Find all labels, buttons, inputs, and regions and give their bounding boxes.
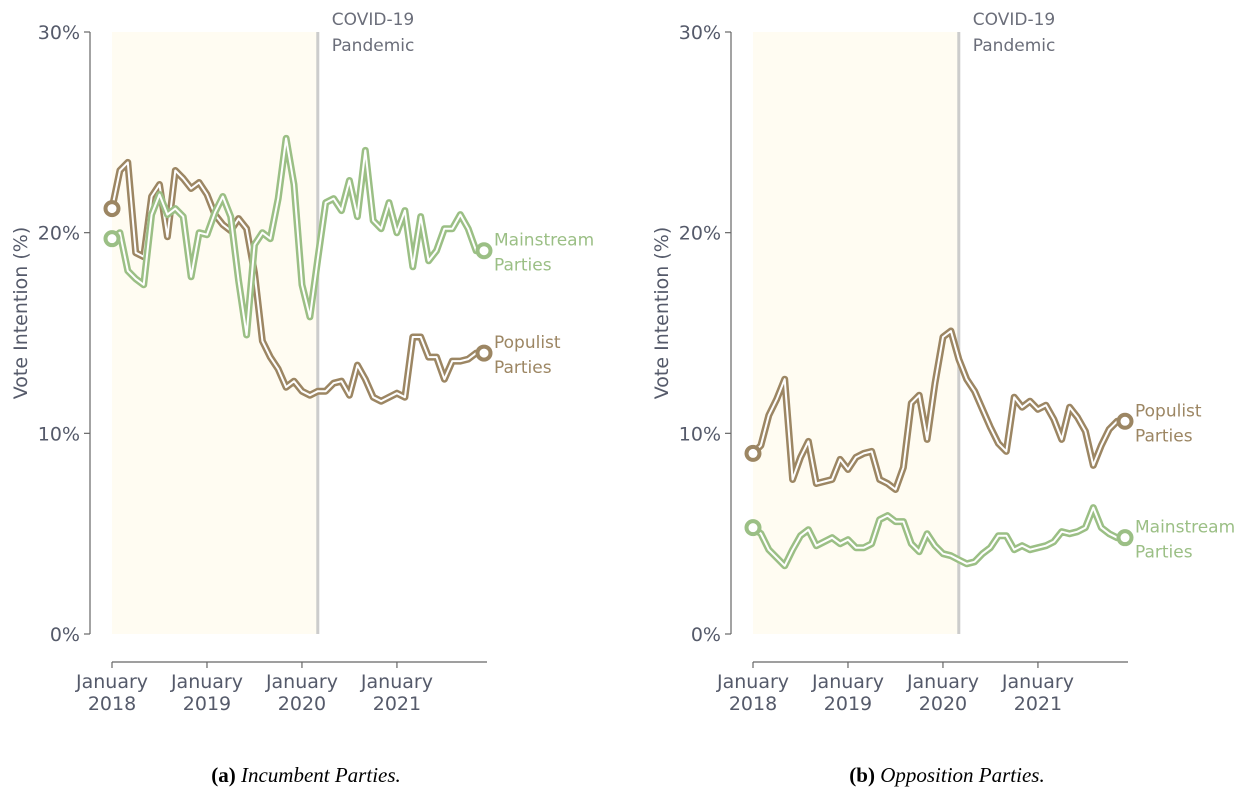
panel: COVID-19 Pandemic 0% 10% 20% 30% January 2018 Ja… — [10, 10, 594, 787]
y-tick-label: 10% — [38, 423, 80, 445]
y-tick-label: 30% — [679, 22, 721, 44]
caption-text: Incumbent Parties. — [240, 763, 401, 787]
event-label: COVID-19 Pandemic — [332, 10, 415, 56]
end-point — [103, 230, 121, 248]
y-tick-label: 30% — [38, 22, 80, 44]
x-tick-label: January 2020 — [265, 671, 338, 715]
series-line-inner — [111, 161, 484, 403]
y-axis-label: Vote Intention (%) — [10, 227, 32, 399]
series-line-inner — [752, 506, 1125, 567]
y-tick-label: 10% — [679, 423, 721, 445]
series-label: Populist Parties — [1135, 401, 1202, 446]
series-line-inner — [752, 330, 1125, 491]
y-tick-label: 20% — [679, 223, 721, 245]
x-tick-label: January 2019 — [170, 671, 243, 715]
x-tick-label: January 2019 — [811, 671, 884, 715]
series-label: Mainstream Parties — [494, 231, 594, 276]
end-point — [1116, 529, 1134, 547]
x-tick-label: January 2018 — [716, 671, 789, 715]
series-label: Populist Parties — [494, 333, 561, 378]
x-tick-label: January 2021 — [360, 671, 433, 715]
end-point — [475, 344, 493, 362]
end-point — [744, 444, 762, 462]
caption: (b) Opposition Parties. — [849, 763, 1044, 787]
y-tick-label: 0% — [691, 624, 721, 646]
caption: (a) Incumbent Parties. — [211, 763, 401, 787]
x-tick-label: January 2018 — [75, 671, 148, 715]
panel: COVID-19 Pandemic 0% 10% 20% 30% January 2018 Ja… — [651, 10, 1235, 787]
caption-text: Opposition Parties. — [880, 763, 1045, 787]
x-tick-label: January 2021 — [1001, 671, 1074, 715]
end-point — [103, 200, 121, 218]
caption-label: (b) — [849, 763, 875, 787]
pre-pandemic-shade — [112, 32, 318, 634]
y-axis-label: Vote Intention (%) — [651, 227, 673, 399]
series-label: Mainstream Parties — [1135, 518, 1235, 563]
y-tick-label: 20% — [38, 223, 80, 245]
end-point — [1116, 412, 1134, 430]
x-tick-label: January 2020 — [906, 671, 979, 715]
y-tick-label: 0% — [50, 624, 80, 646]
series-line-inner — [111, 137, 484, 336]
caption-label: (a) — [211, 763, 236, 787]
end-point — [475, 242, 493, 260]
event-label: COVID-19 Pandemic — [973, 10, 1056, 56]
end-point — [744, 519, 762, 537]
